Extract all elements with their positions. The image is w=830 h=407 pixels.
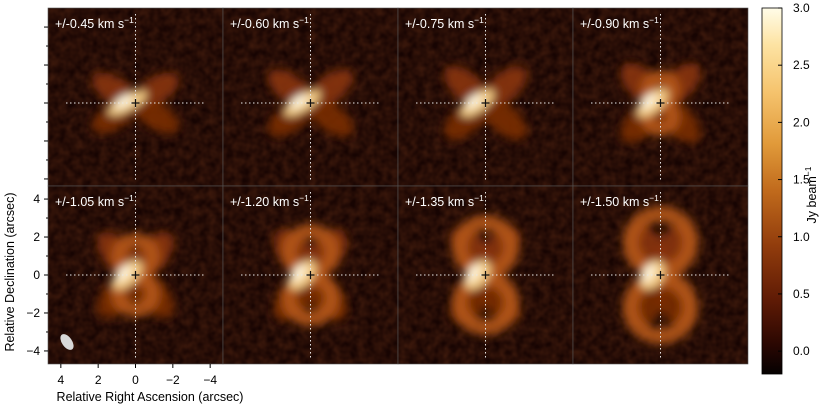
colorbar-tick-label: 0.0 (793, 344, 810, 358)
y-tick-label: 2 (33, 230, 40, 244)
channel-panel: +/-1.50 km s−1 (572, 185, 749, 365)
panel-velocity-label: +/-0.45 km s−1 (55, 15, 134, 31)
x-axis-title: Relative Right Ascension (arcsec) (57, 390, 244, 404)
panel-velocity-label: +/-0.60 km s−1 (230, 15, 309, 31)
x-tick-label: −4 (203, 373, 217, 387)
center-cross-marker (481, 99, 490, 107)
colorbar-tick-label: 0.5 (793, 287, 810, 301)
center-cross-marker (481, 271, 490, 279)
channel-panel: +/-1.20 km s−1 (222, 185, 399, 365)
colorbar-label: Jy beam−1 (803, 166, 819, 223)
emission-map (273, 223, 348, 327)
x-tick-label: 2 (95, 373, 102, 387)
emission-map (267, 69, 354, 137)
channel-panel: +/-0.75 km s−1 (397, 7, 574, 187)
channel-panel: +/-0.90 km s−1 (572, 7, 749, 187)
center-cross-marker (131, 271, 140, 279)
colorbar-tick-label: 2.5 (793, 58, 810, 72)
channel-panel: +/-1.35 km s−1 (397, 185, 574, 365)
center-cross-marker (656, 271, 665, 279)
channel-panel: +/-1.05 km s−1 (47, 185, 224, 365)
colorbar-gradient (761, 7, 783, 375)
colorbar-tick-label: 3.0 (793, 1, 810, 15)
panel-velocity-label: +/-1.35 km s−1 (405, 193, 484, 209)
x-tick-label: 4 (57, 373, 64, 387)
y-tick-label: −4 (26, 344, 40, 358)
colorbar-tick-label: 1.0 (793, 230, 810, 244)
emission-map (443, 66, 528, 140)
center-cross-marker (306, 99, 315, 107)
panel-velocity-label: +/-1.20 km s−1 (230, 193, 309, 209)
colorbar: 3.0 2.5 2.0 1.5 1.0 0.5 0.0 Jy beam−1 (761, 1, 819, 375)
y-tick-label: 0 (33, 268, 40, 282)
panel-velocity-label: +/-0.75 km s−1 (405, 15, 484, 31)
y-tick-label: −2 (26, 306, 40, 320)
x-tick-label: 0 (132, 373, 139, 387)
y-tick-label: 4 (33, 192, 40, 206)
panel-velocity-label: +/-1.50 km s−1 (580, 193, 659, 209)
center-cross-marker (306, 271, 315, 279)
emission-map (96, 231, 175, 319)
center-cross-marker (656, 99, 665, 107)
panel-velocity-label: +/-1.05 km s−1 (55, 193, 134, 209)
x-tick-label: −2 (166, 373, 180, 387)
panel-frame (572, 185, 749, 365)
axes-layer: 4 2 0 −2 −4 4 2 0 −2 −4 Relative Right Ascension (… (3, 26, 244, 404)
y-axis-title: Relative Declination (arcsec) (3, 192, 17, 351)
channel-panel: +/-0.60 km s−1 (222, 7, 399, 187)
beam-ellipse (60, 334, 74, 350)
colorbar-tick-label: 1.5 (793, 173, 810, 187)
panels-layer: +/-0.45 km s−1 +/-0.60 km s−1 +/-0.75 km s… (47, 7, 749, 365)
colorbar-tick-label: 2.0 (793, 115, 810, 129)
center-cross-marker (131, 99, 140, 107)
panel-velocity-label: +/-0.90 km s−1 (580, 15, 659, 31)
emission-map (450, 214, 521, 336)
channel-panel: +/-0.45 km s−1 (47, 7, 224, 187)
